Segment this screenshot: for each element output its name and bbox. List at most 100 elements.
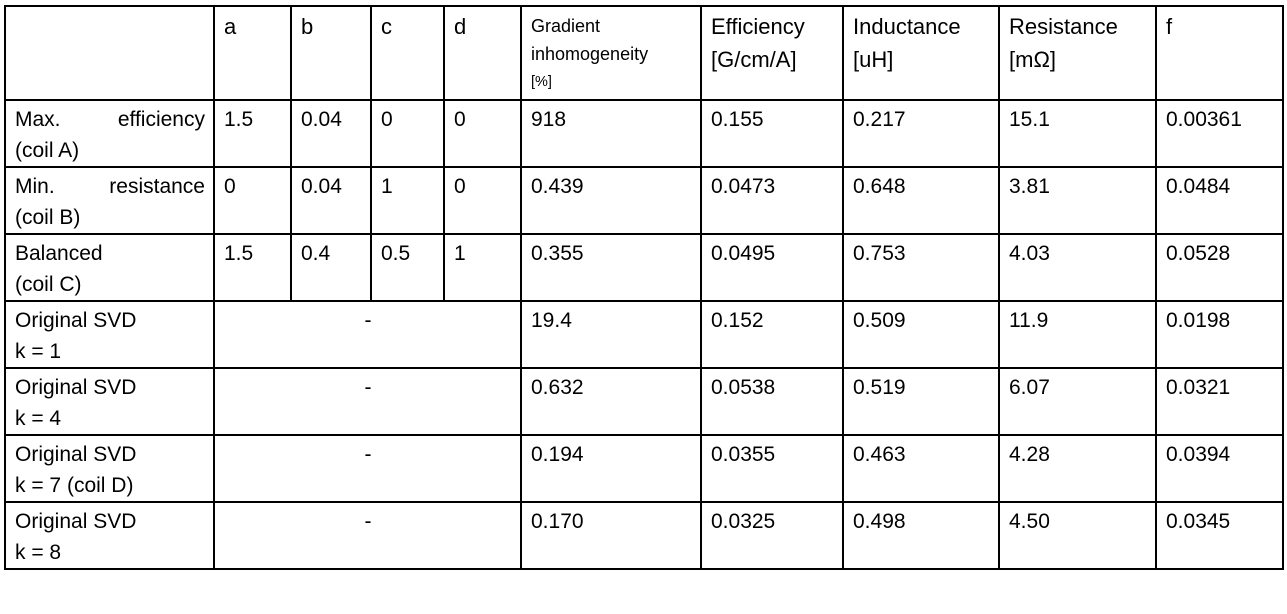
column-header-row-label <box>4 5 215 101</box>
label-word: efficiency <box>117 108 205 131</box>
row-label-line: Balanced <box>15 242 103 265</box>
cell-gradient-inhomogeneity: 0.355 <box>520 233 702 302</box>
cell-efficiency: 0.0538 <box>700 367 844 436</box>
cell-b: 0.4 <box>290 233 372 302</box>
cell-gradient-inhomogeneity: 0.170 <box>520 501 702 570</box>
row-label-line: Original SVD <box>15 510 137 533</box>
column-header-b: b <box>290 5 372 101</box>
results-table: a b c d Gradient inhomogeneity [%] Efficiency [G… <box>4 5 1284 570</box>
table-row: Min. resistance (coil B) 0 0.04 1 0 0.439 0.0473… <box>4 166 1284 235</box>
cell-gradient-inhomogeneity: 0.632 <box>520 367 702 436</box>
cell-f: 0.0321 <box>1155 367 1284 436</box>
cell-a: 1.5 <box>213 233 292 302</box>
row-label-line: Max. efficiency <box>15 104 205 135</box>
row-label-cell: Original SVD k = 1 <box>4 300 215 369</box>
column-header-text: Efficiency <box>711 14 805 39</box>
cell-resistance: 11.9 <box>998 300 1157 369</box>
column-header-text: d <box>454 14 467 39</box>
cell-a: 1.5 <box>213 99 292 168</box>
row-label-line: Min. resistance <box>15 171 205 202</box>
cell-gradient-inhomogeneity: 918 <box>520 99 702 168</box>
cell-inductance: 0.498 <box>842 501 1000 570</box>
column-header-f: f <box>1155 5 1284 101</box>
cell-c: 0.5 <box>370 233 445 302</box>
cell-a: 0 <box>213 166 292 235</box>
column-header-text: a <box>224 14 237 39</box>
row-label-line: (coil C) <box>15 273 82 296</box>
row-label-line: k = 1 <box>15 340 62 363</box>
column-header-text: [%] <box>531 74 552 90</box>
table-row: Original SVD k = 8 -0.170 0.0325 0.498 4.50 0.… <box>4 501 1284 570</box>
cell-d: 0 <box>443 166 522 235</box>
cell-c: 1 <box>370 166 445 235</box>
cell-f: 0.00361 <box>1155 99 1284 168</box>
column-header-text: c <box>381 14 392 39</box>
row-label-cell: Min. resistance (coil B) <box>4 166 215 235</box>
cell-d: 1 <box>443 233 522 302</box>
label-word: resistance <box>109 175 205 198</box>
column-header-resistance: Resistance [mΩ] <box>998 5 1157 101</box>
column-header-text: inhomogeneity <box>531 44 649 64</box>
label-word: Max. <box>15 108 61 131</box>
row-label-line: k = 8 <box>15 541 62 564</box>
merged-abcd-cell: - <box>213 367 522 436</box>
cell-f: 0.0394 <box>1155 434 1284 503</box>
cell-f: 0.0528 <box>1155 233 1284 302</box>
column-header-gradient-inhomogeneity: Gradient inhomogeneity [%] <box>520 5 702 101</box>
cell-efficiency: 0.155 <box>700 99 844 168</box>
cell-efficiency: 0.0495 <box>700 233 844 302</box>
row-label-cell: Original SVD k = 8 <box>4 501 215 570</box>
cell-gradient-inhomogeneity: 0.439 <box>520 166 702 235</box>
column-header-text: Resistance <box>1009 14 1118 39</box>
cell-f: 0.0198 <box>1155 300 1284 369</box>
cell-d: 0 <box>443 99 522 168</box>
cell-resistance: 15.1 <box>998 99 1157 168</box>
row-label-line: (coil B) <box>15 206 81 229</box>
row-label-line: Original SVD <box>15 309 137 332</box>
table-row: Original SVD k = 4 -0.632 0.0538 0.519 6.07 0.… <box>4 367 1284 436</box>
table-header: a b c d Gradient inhomogeneity [%] Efficiency [G… <box>4 5 1284 101</box>
cell-resistance: 3.81 <box>998 166 1157 235</box>
row-label-cell: Original SVD k = 7 (coil D) <box>4 434 215 503</box>
cell-b: 0.04 <box>290 166 372 235</box>
column-header-text: Inductance <box>853 14 961 39</box>
row-label-line: k = 7 (coil D) <box>15 474 134 497</box>
cell-b: 0.04 <box>290 99 372 168</box>
row-label-cell: Original SVD k = 4 <box>4 367 215 436</box>
merged-abcd-cell: - <box>213 434 522 503</box>
label-word: Min. <box>15 175 55 198</box>
cell-gradient-inhomogeneity: 0.194 <box>520 434 702 503</box>
cell-inductance: 0.648 <box>842 166 1000 235</box>
row-label-line: k = 4 <box>15 407 62 430</box>
column-header-c: c <box>370 5 445 101</box>
column-header-text: [G/cm/A] <box>711 47 797 72</box>
column-header-text: [uH] <box>853 47 894 72</box>
table-row: Balanced (coil C) 1.5 0.4 0.5 1 0.355 0.0495 0.7… <box>4 233 1284 302</box>
row-label-line: Original SVD <box>15 443 137 466</box>
column-header-text: Gradient <box>531 16 601 36</box>
row-label-cell: Balanced (coil C) <box>4 233 215 302</box>
row-label-cell: Max. efficiency (coil A) <box>4 99 215 168</box>
cell-efficiency: 0.0325 <box>700 501 844 570</box>
row-label-line: (coil A) <box>15 139 80 162</box>
cell-f: 0.0484 <box>1155 166 1284 235</box>
cell-inductance: 0.463 <box>842 434 1000 503</box>
merged-abcd-cell: - <box>213 300 522 369</box>
column-header-inductance: Inductance [uH] <box>842 5 1000 101</box>
column-header-text: [mΩ] <box>1009 47 1056 72</box>
column-header-d: d <box>443 5 522 101</box>
cell-efficiency: 0.152 <box>700 300 844 369</box>
cell-inductance: 0.519 <box>842 367 1000 436</box>
cell-inductance: 0.217 <box>842 99 1000 168</box>
cell-efficiency: 0.0473 <box>700 166 844 235</box>
merged-abcd-cell: - <box>213 501 522 570</box>
cell-inductance: 0.753 <box>842 233 1000 302</box>
cell-resistance: 6.07 <box>998 367 1157 436</box>
table-row: Max. efficiency (coil A) 1.5 0.04 0 0 918 0.155 0… <box>4 99 1284 168</box>
table-row: Original SVD k = 7 (coil D) -0.194 0.0355 0.… <box>4 434 1284 503</box>
table-row: Original SVD k = 1 -19.4 0.152 0.509 11.9 0.01… <box>4 300 1284 369</box>
cell-resistance: 4.50 <box>998 501 1157 570</box>
column-header-efficiency: Efficiency [G/cm/A] <box>700 5 844 101</box>
cell-inductance: 0.509 <box>842 300 1000 369</box>
cell-resistance: 4.03 <box>998 233 1157 302</box>
